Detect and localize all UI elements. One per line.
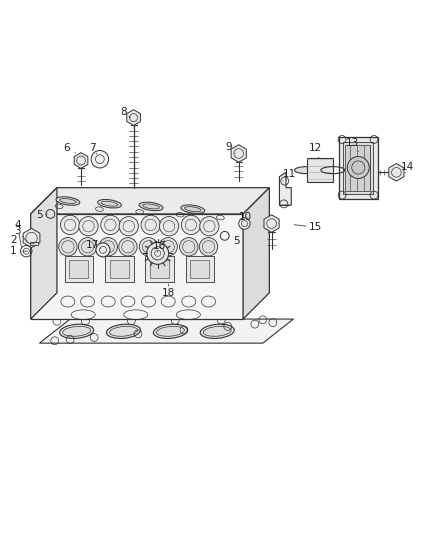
Ellipse shape (98, 199, 121, 208)
Circle shape (147, 243, 169, 264)
Text: 5: 5 (233, 236, 240, 246)
Text: 3: 3 (14, 227, 21, 237)
Ellipse shape (200, 324, 234, 338)
Bar (307, 158, 333, 182)
Ellipse shape (99, 238, 117, 256)
Polygon shape (31, 214, 243, 319)
Ellipse shape (294, 167, 318, 174)
Bar (343, 142, 373, 194)
Bar (30, 243, 38, 246)
Text: 5: 5 (36, 210, 43, 220)
Bar (186, 255, 214, 282)
Circle shape (119, 216, 138, 236)
Bar (110, 260, 129, 278)
Polygon shape (127, 110, 141, 125)
Bar (150, 260, 169, 278)
Polygon shape (231, 145, 246, 162)
Text: 16: 16 (153, 241, 166, 252)
Polygon shape (39, 319, 293, 343)
Text: 11: 11 (283, 168, 296, 179)
Circle shape (79, 216, 98, 236)
Polygon shape (31, 188, 57, 319)
Polygon shape (31, 188, 269, 214)
Text: 4: 4 (14, 220, 21, 230)
Bar (145, 255, 174, 282)
Text: 6: 6 (63, 143, 70, 154)
Ellipse shape (106, 324, 141, 338)
Bar (69, 260, 88, 278)
Text: 15: 15 (309, 222, 322, 232)
Bar (105, 255, 134, 282)
Ellipse shape (78, 238, 97, 256)
Text: 18: 18 (162, 288, 175, 298)
Polygon shape (279, 172, 291, 205)
Text: 13: 13 (346, 138, 359, 148)
Ellipse shape (119, 238, 137, 256)
Text: 1: 1 (10, 246, 17, 256)
Bar (190, 260, 209, 278)
Ellipse shape (60, 324, 94, 338)
Ellipse shape (159, 238, 177, 256)
Ellipse shape (199, 238, 218, 256)
Text: 8: 8 (120, 107, 127, 117)
Text: 14: 14 (401, 161, 414, 172)
Circle shape (60, 215, 80, 235)
Circle shape (200, 216, 219, 236)
Bar (65, 255, 93, 282)
Circle shape (96, 243, 110, 257)
Bar (345, 145, 370, 191)
Text: 17: 17 (85, 240, 99, 249)
Text: 10: 10 (239, 212, 252, 222)
Text: 7: 7 (88, 143, 95, 154)
Ellipse shape (181, 205, 205, 213)
Ellipse shape (180, 238, 198, 256)
Polygon shape (264, 215, 279, 232)
Circle shape (347, 157, 369, 179)
Polygon shape (243, 188, 269, 319)
Circle shape (101, 215, 120, 235)
Circle shape (91, 150, 109, 168)
Circle shape (159, 216, 179, 236)
Circle shape (141, 215, 160, 235)
Polygon shape (74, 152, 88, 168)
Circle shape (239, 218, 250, 229)
Ellipse shape (59, 238, 77, 256)
Text: 2: 2 (10, 235, 17, 245)
Polygon shape (23, 229, 40, 248)
Text: 9: 9 (225, 142, 232, 152)
Ellipse shape (153, 324, 187, 338)
Ellipse shape (139, 202, 163, 211)
Ellipse shape (139, 238, 158, 256)
Text: 12: 12 (309, 143, 322, 154)
Polygon shape (389, 164, 404, 181)
Ellipse shape (56, 197, 80, 205)
Polygon shape (339, 138, 378, 199)
Circle shape (181, 215, 201, 235)
